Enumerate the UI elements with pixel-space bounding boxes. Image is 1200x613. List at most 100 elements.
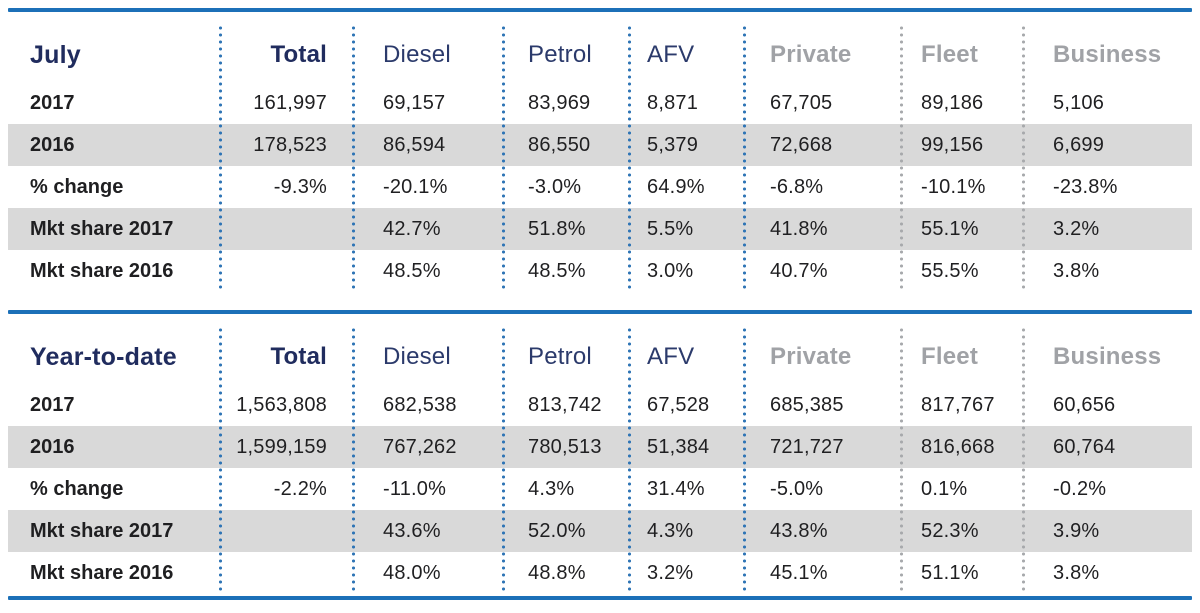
value-cell: 0.1% (921, 477, 968, 500)
value-cell: 780,513 (528, 435, 602, 458)
value-cell: 3.9% (1053, 519, 1100, 542)
value-cell: 86,550 (528, 133, 591, 156)
value-cell: -0.2% (1053, 477, 1107, 500)
value-cell: 48.8% (528, 561, 586, 584)
column-header-business: Business (1053, 343, 1162, 370)
value-cell: 4.3% (528, 477, 575, 500)
value-cell: 682,538 (383, 393, 457, 416)
value-cell: 99,156 (921, 133, 984, 156)
value-cell: 51,384 (647, 435, 710, 458)
value-cell: -10.1% (921, 175, 986, 198)
value-cell: 64.9% (647, 175, 705, 198)
table-row: 2016 1,599,159 767,262 780,513 51,384 721,727… (8, 426, 1192, 468)
value-cell: 3.8% (1053, 561, 1100, 584)
value-cell: 1,599,159 (236, 435, 327, 458)
value-cell: 5,379 (647, 133, 699, 156)
value-cell: 52.0% (528, 519, 586, 542)
value-cell: 8,871 (647, 91, 699, 114)
value-cell: 1,563,808 (236, 393, 327, 416)
value-cell: 3.2% (1053, 217, 1100, 240)
column-header-diesel: Diesel (383, 41, 451, 68)
value-cell: 83,969 (528, 91, 591, 114)
column-header-afv: AFV (647, 343, 695, 370)
value-cell: 3.0% (647, 259, 694, 282)
table-row: Mkt share 2017 42.7% 51.8% 5.5% 41.8% 55.1% 3.… (8, 208, 1192, 250)
value-cell: -11.0% (383, 477, 447, 500)
stats-table-year-to-date: Year-to-date Total Diesel Petrol AFV Private… (8, 310, 1192, 594)
value-cell: 48.5% (528, 259, 586, 282)
value-cell: 817,767 (921, 393, 995, 416)
row-label: 2016 (30, 435, 75, 458)
value-cell: 43.8% (770, 519, 828, 542)
value-cell: 48.0% (383, 561, 441, 584)
value-cell: 813,742 (528, 393, 602, 416)
row-label: % change (30, 175, 124, 198)
value-cell: -23.8% (1053, 175, 1118, 198)
value-cell: 89,186 (921, 91, 984, 114)
stats-table-july: July Total Diesel Petrol AFV Private Fleet Bus… (8, 8, 1192, 292)
value-cell: 86,594 (383, 133, 446, 156)
table-row: 2016 178,523 86,594 86,550 5,379 72,668 99,156… (8, 124, 1192, 166)
value-cell: 42.7% (383, 217, 441, 240)
row-label: 2016 (30, 133, 75, 156)
header-row: July Total Diesel Petrol AFV Private Fleet Bus… (8, 12, 1192, 82)
table-title: July (30, 40, 81, 69)
value-cell: 72,668 (770, 133, 833, 156)
value-cell (220, 510, 353, 552)
row-label: 2017 (30, 393, 75, 416)
value-cell: 5,106 (1053, 91, 1105, 114)
value-cell: 51.8% (528, 217, 586, 240)
value-cell: 4.3% (647, 519, 694, 542)
value-cell: 6,699 (1053, 133, 1105, 156)
value-cell: 45.1% (770, 561, 828, 584)
value-cell: -6.8% (770, 175, 824, 198)
value-cell: 52.3% (921, 519, 979, 542)
table-title: Year-to-date (30, 342, 177, 371)
value-cell: 67,705 (770, 91, 833, 114)
value-cell: -3.0% (528, 175, 582, 198)
column-header-afv: AFV (647, 41, 695, 68)
table-row: 2017 1,563,808 682,538 813,742 67,528 685,385… (8, 384, 1192, 426)
value-cell (220, 250, 353, 292)
mid-rule (8, 310, 1192, 314)
value-cell: 721,727 (770, 435, 844, 458)
row-label: 2017 (30, 91, 75, 114)
value-cell: 767,262 (383, 435, 457, 458)
value-cell: 31.4% (647, 477, 705, 500)
column-header-total: Total (270, 343, 327, 370)
table-row: Mkt share 2016 48.5% 48.5% 3.0% 40.7% 55.5% 3.… (8, 250, 1192, 292)
value-cell: -5.0% (770, 477, 824, 500)
value-cell: 685,385 (770, 393, 844, 416)
value-cell: -2.2% (273, 477, 327, 500)
table-row: 2017 161,997 69,157 83,969 8,871 67,705 89,186… (8, 82, 1192, 124)
new-car-registrations-panel: July Total Diesel Petrol AFV Private Fleet Bus… (8, 8, 1192, 600)
value-cell: 816,668 (921, 435, 995, 458)
value-cell: 5.5% (647, 217, 694, 240)
column-header-private: Private (770, 41, 852, 68)
value-cell: -9.3% (273, 175, 327, 198)
value-cell: 69,157 (383, 91, 446, 114)
column-header-diesel: Diesel (383, 343, 451, 370)
column-header-petrol: Petrol (528, 41, 592, 68)
row-label: Mkt share 2017 (30, 519, 174, 542)
column-header-petrol: Petrol (528, 343, 592, 370)
top-rule (8, 8, 1192, 12)
row-label: % change (30, 477, 124, 500)
table-rows: 2017 1,563,808 682,538 813,742 67,528 685,385… (8, 384, 1192, 594)
column-header-private: Private (770, 343, 852, 370)
value-cell: 161,997 (253, 91, 327, 114)
header-row: Year-to-date Total Diesel Petrol AFV Private… (8, 314, 1192, 384)
value-cell: 43.6% (383, 519, 441, 542)
value-cell: 3.8% (1053, 259, 1100, 282)
value-cell: 3.2% (647, 561, 694, 584)
column-header-fleet: Fleet (921, 41, 979, 68)
row-label: Mkt share 2016 (30, 561, 174, 584)
value-cell: 40.7% (770, 259, 828, 282)
table-rows: 2017 161,997 69,157 83,969 8,871 67,705 89,186… (8, 82, 1192, 292)
value-cell: 67,528 (647, 393, 710, 416)
value-cell: 51.1% (921, 561, 979, 584)
value-cell: 55.5% (921, 259, 979, 282)
column-header-business: Business (1053, 41, 1162, 68)
table-row: % change -2.2% -11.0% 4.3% 31.4% -5.0% 0.1% -0.… (8, 468, 1192, 510)
column-header-fleet: Fleet (921, 343, 979, 370)
